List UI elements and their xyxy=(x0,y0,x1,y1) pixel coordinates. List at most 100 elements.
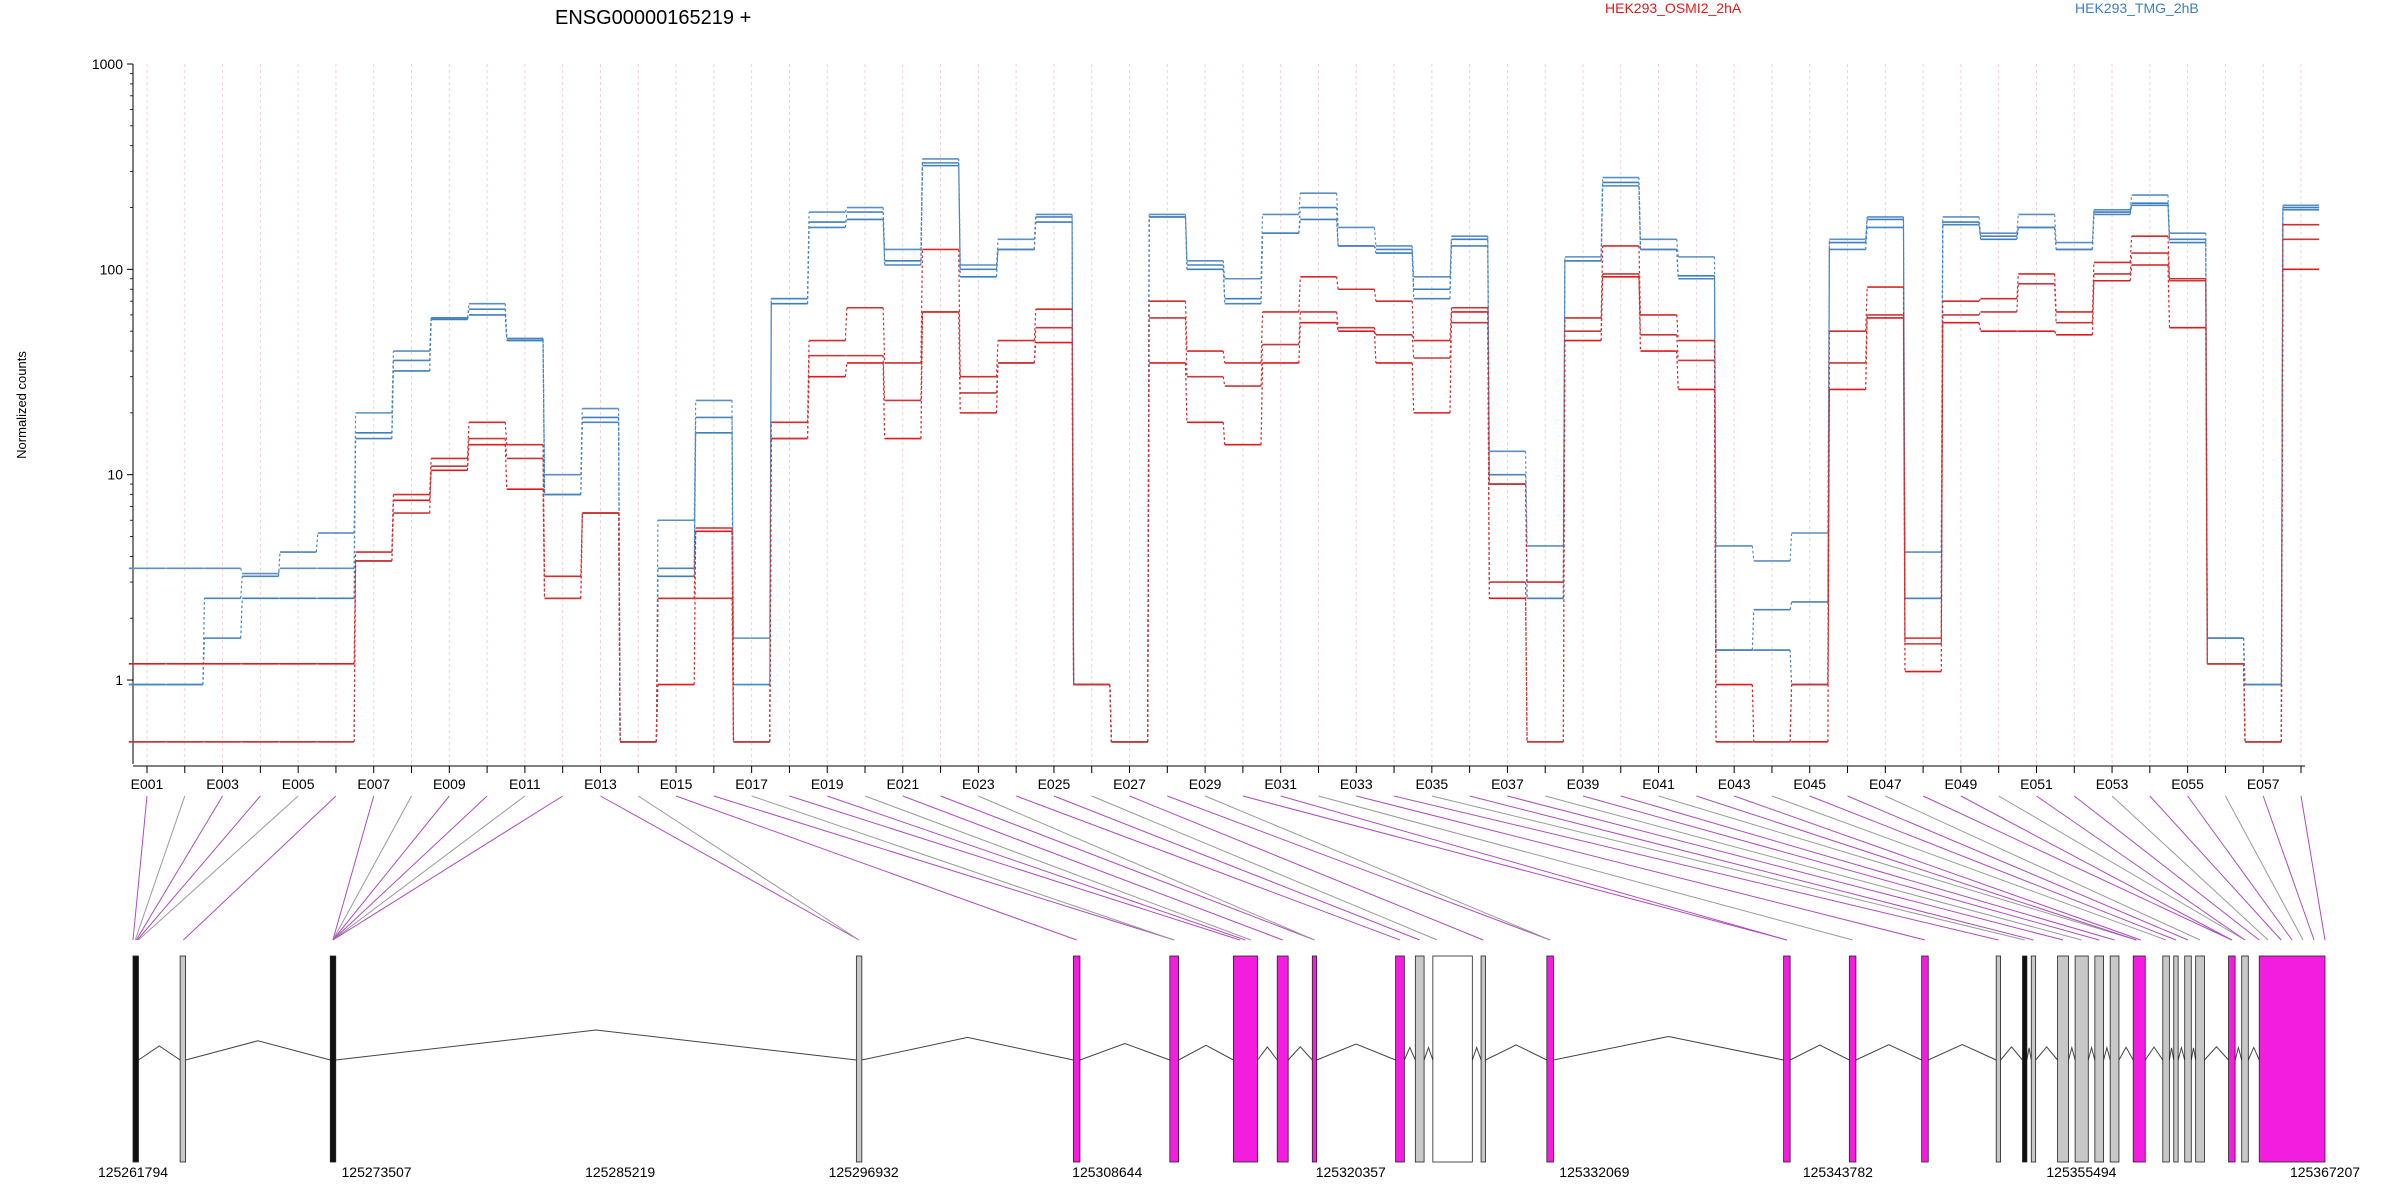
coordinate-tick-label: 125261794 xyxy=(98,1164,168,1180)
exon-tick-label: E043 xyxy=(1718,776,1751,792)
exon-connector xyxy=(864,795,1252,941)
y-axis: 1 10 100 1000 xyxy=(92,56,134,764)
intron xyxy=(2247,1046,2260,1061)
exon-block xyxy=(2057,955,2069,1163)
exon-connector xyxy=(135,795,224,941)
exon-block xyxy=(1848,955,1857,1163)
series-connector xyxy=(165,239,2284,743)
intron xyxy=(861,1036,1074,1061)
exon-block xyxy=(2030,955,2037,1163)
exon-block xyxy=(1169,955,1179,1163)
exon-connector xyxy=(600,795,860,941)
series-connector xyxy=(165,264,2284,743)
exon-connector xyxy=(1582,795,2100,941)
exon-block xyxy=(1783,955,1791,1163)
exon-connector xyxy=(134,795,186,941)
exon-connector xyxy=(1280,795,1788,941)
exon-connector xyxy=(332,795,450,941)
exon-connector xyxy=(1960,795,2233,941)
intron xyxy=(1485,1044,1548,1061)
exon-connector xyxy=(1658,795,2137,941)
exon-block xyxy=(2162,955,2170,1163)
intron xyxy=(1287,1046,1313,1061)
legend-label-tmg: HEK293_TMG_2hB xyxy=(2075,0,2199,16)
exon-connector xyxy=(978,795,1315,941)
series-connector xyxy=(165,162,2284,742)
series-2 xyxy=(128,162,2320,743)
exon-connector xyxy=(1545,795,2082,941)
exon-tick-label: E015 xyxy=(660,776,693,792)
exon-connector xyxy=(789,795,1241,941)
y-tick-label: 100 xyxy=(100,261,124,277)
exon-connector xyxy=(132,795,148,941)
exon-tick-label: E007 xyxy=(357,776,390,792)
exon-block xyxy=(1921,955,1929,1163)
exon-block xyxy=(2094,955,2105,1163)
exon-tick-label: E009 xyxy=(433,776,466,792)
intron xyxy=(1316,1043,1396,1061)
exon-connector xyxy=(1015,795,1401,941)
exon-connector xyxy=(1356,795,1926,941)
intron xyxy=(1553,1035,1784,1061)
exon-connector xyxy=(827,795,1246,941)
exon-connector xyxy=(940,795,1315,941)
coordinate-tick-label: 125355494 xyxy=(2046,1164,2116,1180)
coordinate-tick-label: 125285219 xyxy=(585,1164,655,1180)
exon-block xyxy=(1311,955,1318,1163)
exon-block xyxy=(2109,955,2120,1163)
exon-connector xyxy=(1809,795,2177,941)
intron xyxy=(2103,1045,2111,1061)
exon-connector xyxy=(1053,795,1420,941)
legend-label-osmi2: HEK293_OSMI2_2hA xyxy=(1605,0,1742,16)
series-connector xyxy=(165,158,2284,742)
series-3 xyxy=(128,264,2320,743)
exon-tick-label: E039 xyxy=(1567,776,1600,792)
exon-tick-label: E001 xyxy=(131,776,164,792)
intron xyxy=(1079,1042,1170,1061)
exon-block xyxy=(132,955,139,1163)
y-tick-label: 1000 xyxy=(92,56,123,72)
exon-tick-label: E049 xyxy=(1945,776,1978,792)
exon-connector xyxy=(1847,795,2189,941)
exon-tick-label: E013 xyxy=(584,776,617,792)
intron xyxy=(2204,1046,2229,1061)
exon-connector xyxy=(138,795,299,941)
coordinate-tick-label: 125273507 xyxy=(342,1164,412,1180)
exon-connector xyxy=(675,795,1077,941)
exon-tick-label: E055 xyxy=(2171,776,2204,792)
exon-block xyxy=(1432,955,1473,1163)
exon-connector xyxy=(713,795,1175,941)
exon-connector xyxy=(1129,795,1484,941)
exon-tick-label: E035 xyxy=(1415,776,1448,792)
exon-tick-label: E005 xyxy=(282,776,315,792)
exon-connector xyxy=(1431,795,2025,941)
exon-tick-label: E025 xyxy=(1038,776,1071,792)
y-axis-label: Normalized counts xyxy=(14,351,29,459)
exon-block xyxy=(1276,955,1289,1163)
exon-block xyxy=(1232,955,1258,1163)
exon-connector xyxy=(1469,795,2034,941)
exon-connector xyxy=(1696,795,2137,941)
exon-block xyxy=(2241,955,2249,1163)
exon-connector xyxy=(1242,795,1787,941)
intron xyxy=(2035,1046,2058,1061)
exon-block xyxy=(329,955,337,1163)
exon-block xyxy=(2173,955,2179,1163)
coordinate-axis: 125261794 125273507 125285219 125296932 1253… xyxy=(98,1164,2360,1180)
exon-tick-label: E053 xyxy=(2096,776,2129,792)
coordinate-tick-label: 125308644 xyxy=(1072,1164,1142,1180)
exon-block xyxy=(1546,955,1554,1163)
exon-connector xyxy=(332,795,375,941)
intron xyxy=(185,1040,331,1061)
series-5 xyxy=(128,238,2320,743)
intron xyxy=(1928,1044,1997,1061)
exon-block xyxy=(2132,955,2146,1163)
exon-tick-label: E011 xyxy=(509,776,541,792)
chart-title: ENSG00000165219 + xyxy=(555,7,751,29)
coordinate-tick-label: 125332069 xyxy=(1559,1164,1629,1180)
exon-connector xyxy=(2149,795,2282,941)
exon-connector xyxy=(183,795,337,941)
intron xyxy=(1178,1044,1234,1061)
coordinate-tick-label: 125296932 xyxy=(829,1164,899,1180)
exon-block xyxy=(855,955,863,1163)
